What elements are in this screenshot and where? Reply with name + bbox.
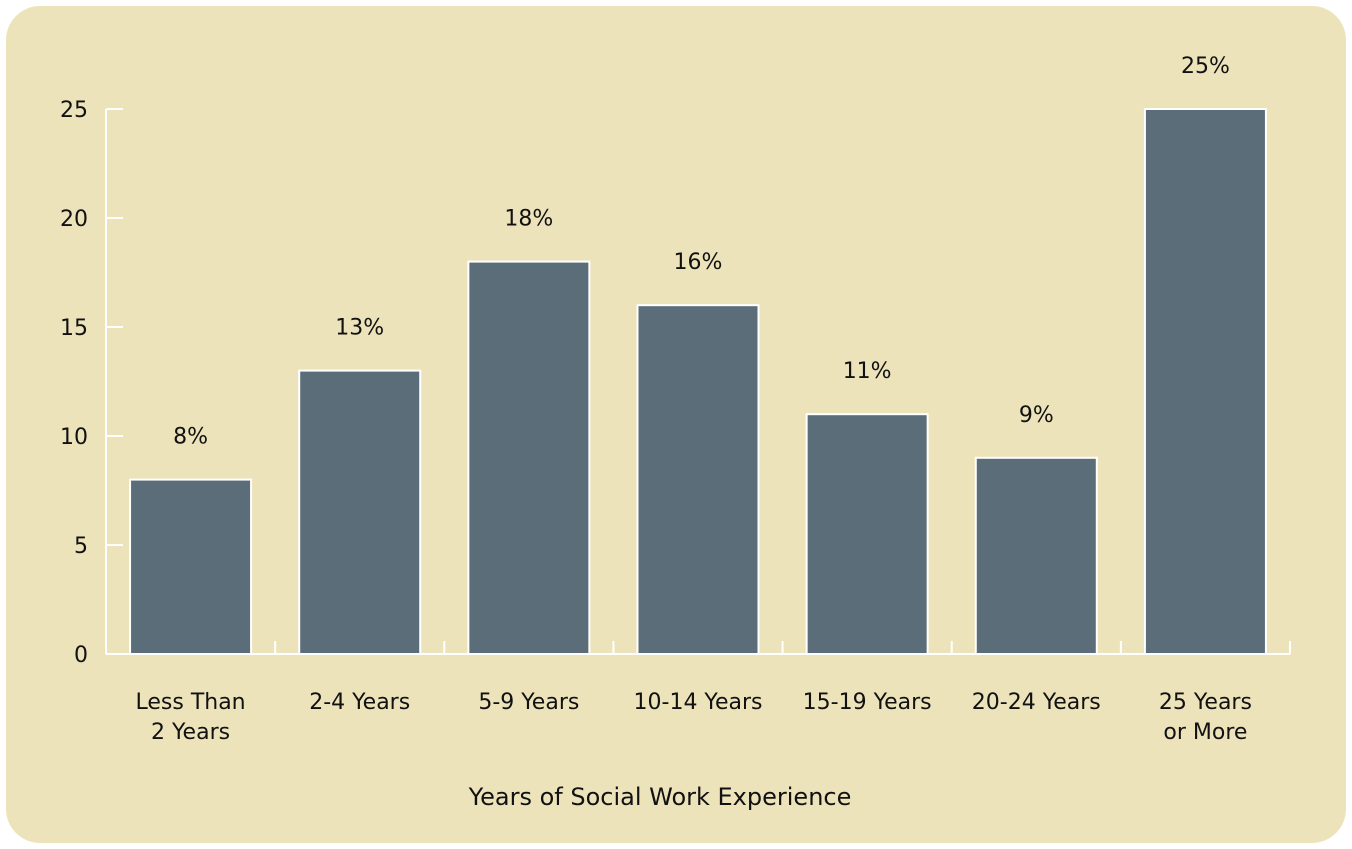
data-label: 18%: [504, 207, 553, 232]
x-tick-label: 25 Years or More: [1159, 690, 1252, 745]
data-label: 25%: [1181, 54, 1230, 79]
bar: [129, 478, 253, 655]
bar: [974, 456, 1098, 655]
y-tick-label: 5: [74, 534, 88, 559]
x-tick-label: 5-9 Years: [478, 690, 579, 715]
x-tick-label: 15-19 Years: [803, 690, 932, 715]
bar: [467, 260, 591, 655]
bar: [1143, 108, 1267, 655]
data-label: 11%: [843, 359, 892, 384]
y-tick-label: 25: [60, 98, 88, 123]
data-label: 16%: [674, 250, 723, 275]
bar: [298, 369, 422, 655]
x-tick-label: 20-24 Years: [972, 690, 1101, 715]
data-label: 13%: [335, 316, 384, 341]
labels: 8% Less Than 2 Years 13% 2-4 Years 18% 5-9 Yea…: [136, 54, 1252, 745]
x-axis-title: Years of Social Work Experience: [468, 783, 852, 811]
y-tick-label: 20: [60, 207, 88, 232]
data-label: 9%: [1019, 403, 1054, 428]
bar: [805, 413, 929, 656]
bar: [636, 304, 760, 655]
x-tick-label: 2-4 Years: [309, 690, 410, 715]
y-tick-label: 15: [60, 316, 88, 341]
data-label: 8%: [173, 425, 208, 450]
bars: [129, 108, 1267, 656]
x-tick-label: Less Than 2 Years: [136, 690, 246, 745]
y-tick-label: 10: [60, 425, 88, 450]
y-tick-label: 0: [74, 643, 88, 668]
x-tick-label: 10-14 Years: [634, 690, 763, 715]
